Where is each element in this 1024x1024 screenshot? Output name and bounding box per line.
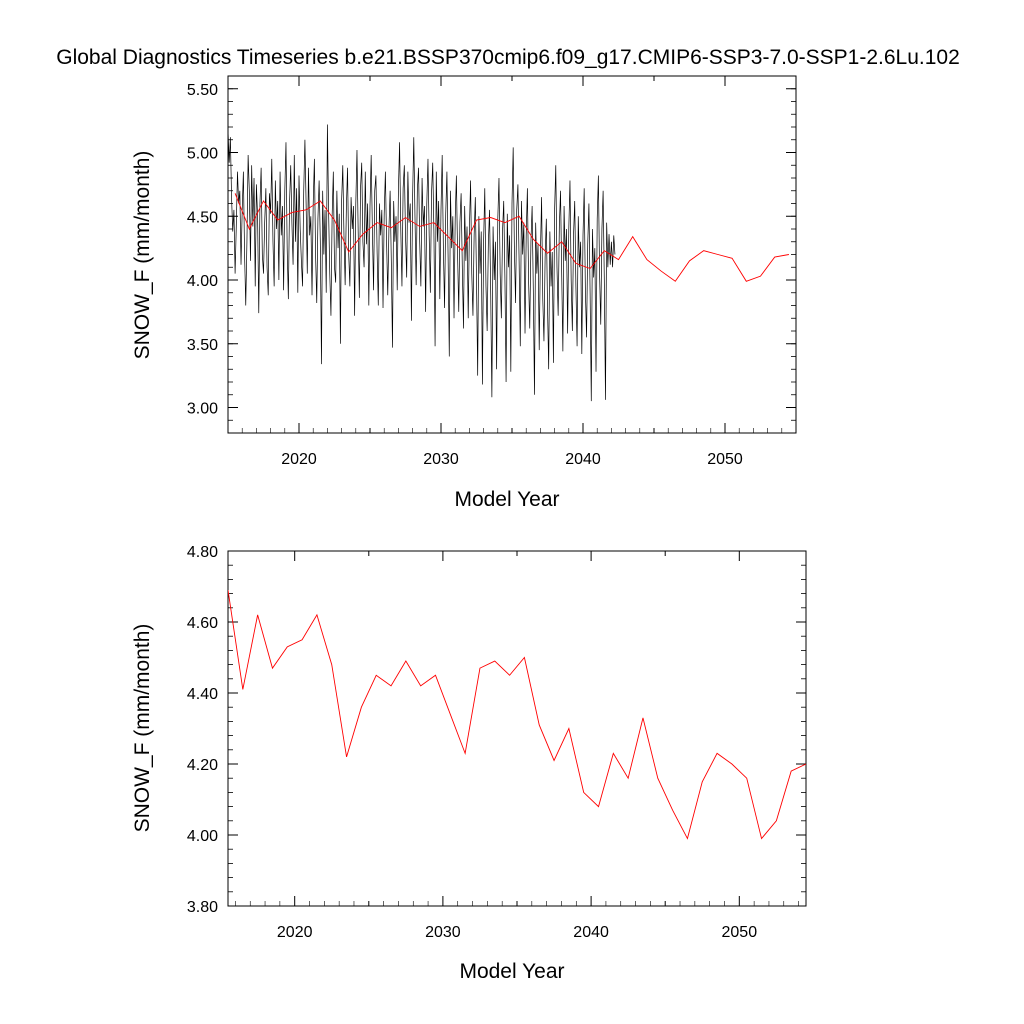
x-tick-label: 2050	[722, 924, 758, 941]
x-tick-label: 2040	[565, 451, 601, 468]
y-tick-label: 5.00	[187, 146, 218, 163]
y-tick-label: 4.00	[187, 273, 218, 290]
x-tick-label: 2020	[277, 924, 313, 941]
x-tick-label: 2020	[281, 451, 317, 468]
x-axis-label: Model Year	[459, 960, 564, 983]
monthly-series-line	[228, 124, 615, 401]
y-tick-label: 3.80	[187, 899, 218, 916]
y-tick-label: 4.50	[187, 209, 218, 226]
y-tick-label: 4.00	[187, 828, 218, 845]
y-tick-label: 4.80	[187, 544, 218, 561]
y-tick-label: 4.20	[187, 757, 218, 774]
y-axis-label: SNOW_F (mm/month)	[131, 151, 154, 360]
x-axis-label: Model Year	[454, 488, 559, 511]
y-tick-label: 4.40	[187, 686, 218, 703]
x-tick-label: 2050	[707, 451, 743, 468]
x-tick-label: 2030	[425, 924, 461, 941]
x-tick-label: 2040	[573, 924, 609, 941]
plot-frame	[228, 551, 806, 906]
y-axis-label: SNOW_F (mm/month)	[131, 624, 154, 833]
y-tick-label: 3.50	[187, 337, 218, 354]
y-tick-label: 5.50	[187, 82, 218, 99]
plot-frame	[228, 76, 796, 433]
annual-series-line	[228, 590, 806, 839]
x-tick-label: 2030	[423, 451, 459, 468]
figure-title: Global Diagnostics Timeseries b.e21.BSSP…	[56, 46, 960, 69]
y-tick-label: 4.60	[187, 615, 218, 632]
top-panel: 2020 2030 2040 2050 3.00 3.50 4.00 4.50 5.00 5.50…	[131, 76, 796, 511]
bottom-panel: 2020 2030 2040 2050 3.80 4.00 4.20 4.40 4.60 4.80…	[131, 544, 806, 983]
y-tick-label: 3.00	[187, 401, 218, 418]
